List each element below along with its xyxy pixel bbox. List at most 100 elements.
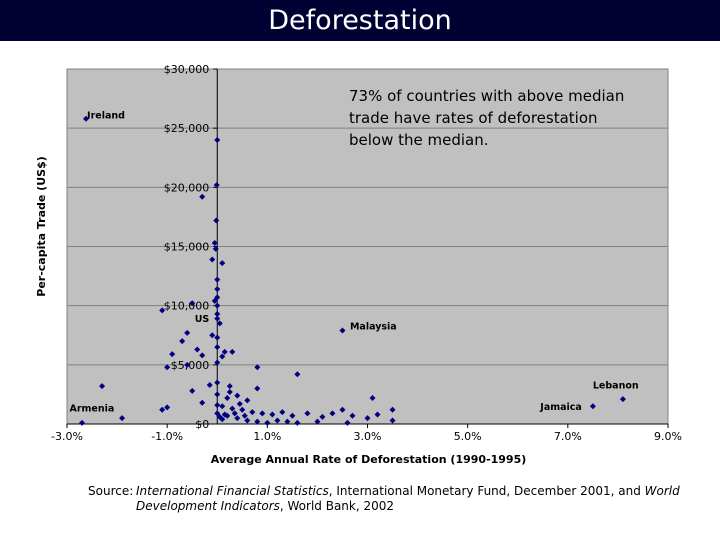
data-point	[219, 353, 226, 360]
data-point	[159, 406, 166, 413]
data-point	[314, 418, 321, 425]
data-point	[329, 410, 336, 417]
source-imf: , International Monetary Fund, December …	[328, 484, 645, 498]
data-point	[244, 397, 251, 404]
data-point	[214, 286, 221, 293]
data-point	[219, 260, 226, 267]
data-point	[221, 348, 228, 355]
x-tick-label: 3.0%	[354, 430, 382, 443]
data-point	[184, 329, 191, 336]
data-point	[209, 256, 216, 263]
data-point	[294, 371, 301, 378]
data-point	[374, 411, 381, 418]
data-point	[234, 392, 241, 399]
data-point	[259, 410, 266, 417]
source-worldbank: , World Bank, 2002	[279, 499, 395, 513]
data-point	[254, 418, 261, 425]
source-label: Source:	[88, 484, 134, 498]
x-tick-label: 1.0%	[253, 430, 281, 443]
data-point	[236, 400, 243, 407]
data-point	[212, 245, 219, 252]
annotation-line: 73% of countries with above median	[349, 87, 624, 105]
data-point	[619, 396, 626, 403]
data-point	[231, 410, 238, 417]
data-point	[214, 379, 221, 386]
point-label-ireland: Ireland	[87, 111, 125, 122]
point-label-armenia: Armenia	[70, 404, 115, 415]
data-point	[164, 404, 171, 411]
data-point	[294, 419, 301, 426]
data-point	[219, 403, 226, 410]
data-point	[214, 302, 221, 309]
data-point	[199, 399, 206, 406]
x-tick-label: 9.0%	[654, 430, 682, 443]
data-point	[226, 389, 233, 396]
data-point	[319, 413, 326, 420]
data-point	[159, 307, 166, 314]
data-point	[244, 417, 251, 424]
data-point	[211, 239, 218, 246]
data-point	[344, 419, 351, 426]
data-point	[214, 137, 221, 143]
data-point	[83, 115, 90, 122]
data-point	[169, 351, 176, 358]
source-text: International Financial Statistics, Inte…	[136, 484, 706, 514]
data-point	[214, 391, 221, 398]
source-ifs: International Financial Statistics	[136, 484, 329, 498]
y-tick-label: $15,000	[164, 241, 210, 254]
data-point	[389, 406, 396, 413]
data-point	[189, 300, 196, 307]
data-point	[239, 406, 246, 413]
data-point	[274, 417, 281, 424]
data-point	[214, 315, 221, 322]
data-point	[206, 381, 213, 388]
x-tick-label: -1.0%	[151, 430, 183, 443]
data-point	[279, 409, 286, 416]
data-point	[304, 410, 311, 417]
y-tick-label: $25,000	[164, 122, 210, 135]
data-point	[589, 403, 596, 410]
y-tick-label: $10,000	[164, 300, 210, 313]
data-point	[214, 310, 221, 317]
data-point	[99, 383, 106, 390]
data-point	[214, 410, 221, 417]
data-point	[214, 294, 221, 301]
point-label-malaysia: Malaysia	[350, 321, 397, 332]
y-tick-label: $5,000	[171, 359, 210, 372]
point-label-jamaica: Jamaica	[539, 402, 582, 413]
data-point	[214, 276, 221, 283]
y-axis-title: Per-capita Trade (US$)	[35, 156, 48, 296]
data-point	[369, 394, 376, 401]
y-tick-label: $0	[195, 418, 209, 431]
data-point	[119, 415, 126, 422]
data-point	[349, 412, 356, 419]
data-point	[214, 344, 221, 351]
chart-annotation: 73% of countries with above median trade …	[349, 87, 624, 149]
data-point	[364, 415, 371, 422]
data-point	[211, 297, 218, 304]
x-tick-label: 7.0%	[554, 430, 582, 443]
data-point	[221, 411, 228, 418]
point-label-lebanon: Lebanon	[593, 381, 639, 392]
data-point	[339, 406, 346, 413]
data-point	[219, 416, 226, 423]
data-point	[214, 402, 221, 409]
data-point	[199, 352, 206, 359]
data-point	[229, 348, 236, 355]
data-point	[284, 418, 291, 425]
annotation-line: trade have rates of deforestation	[349, 109, 598, 127]
data-point	[289, 412, 296, 419]
data-point	[213, 181, 220, 188]
data-point	[254, 364, 261, 371]
y-tick-label: $30,000	[164, 63, 210, 76]
slide-title: Deforestation	[0, 0, 720, 41]
data-point	[226, 383, 233, 390]
data-point	[216, 320, 223, 327]
data-point	[184, 361, 191, 368]
data-point	[194, 346, 201, 353]
data-point	[249, 409, 256, 416]
deforestation-scatter-chart: $0 $5,000 $10,000 $15,000 $20,000 $25,000 $30,…	[35, 63, 682, 466]
data-point	[199, 193, 206, 200]
annotation-line: below the median.	[349, 131, 489, 149]
data-point	[254, 385, 261, 392]
